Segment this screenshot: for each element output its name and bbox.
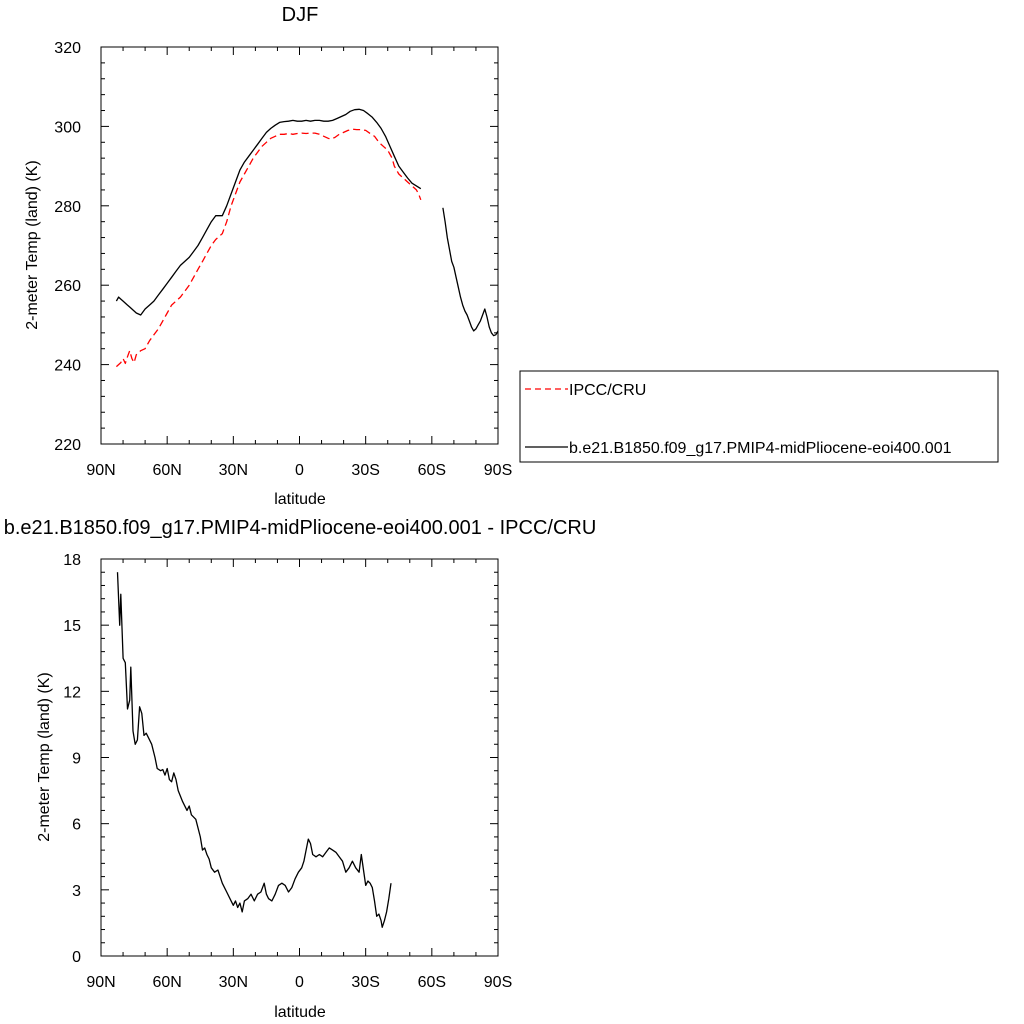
x-tick-label: 0: [295, 974, 304, 991]
top-chart-title: DJF: [282, 4, 319, 26]
top-tick-labels: 90N 60N 30N 0 30S 60S 90S 220 240 260 280 300 320: [54, 40, 512, 479]
y-tick-label: 280: [54, 199, 81, 216]
bottom-ticks: [100, 558, 499, 957]
y-tick-label: 15: [63, 618, 81, 635]
top-series-0-line-0: [115, 128, 422, 368]
bottom-x-axis-label: latitude: [274, 1004, 326, 1021]
top-plot-frame: [100, 46, 499, 445]
top-panel: DJF 90N 60N 30N 0 30S 60S 90S 220 240 260 280 300 32…: [24, 4, 999, 508]
top-series-1-line-0: [115, 108, 422, 316]
y-tick-label: 260: [54, 278, 81, 295]
legend-label-ipcc-cru: IPCC/CRU: [569, 382, 646, 399]
top-series-1-line-1: [442, 207, 499, 337]
bottom-series-group: [116, 572, 392, 928]
y-tick-label: 3: [72, 883, 81, 900]
y-tick-label: 240: [54, 358, 81, 375]
bottom-panel: b.e21.B1850.f09_g17.PMIP4-midPliocene-eo…: [4, 517, 597, 1021]
x-tick-label: 90S: [484, 974, 512, 991]
top-ticks: [100, 46, 499, 445]
top-x-axis-label: latitude: [274, 491, 326, 508]
bottom-y-axis-label: 2-meter Temp (land) (K): [36, 672, 53, 842]
x-tick-label: 30N: [219, 974, 248, 991]
legend: IPCC/CRU b.e21.B1850.f09_g17.PMIP4-midPl…: [519, 370, 999, 463]
x-tick-label: 0: [295, 462, 304, 479]
top-y-axis-label: 2-meter Temp (land) (K): [24, 160, 41, 330]
x-tick-label: 60S: [418, 974, 446, 991]
x-tick-label: 30S: [351, 462, 379, 479]
x-tick-label: 60N: [152, 974, 181, 991]
bottom-tick-labels: 90N 60N 30N 0 30S 60S 90S 0 3 6 9 12 15 18: [63, 552, 512, 991]
y-tick-label: 9: [72, 751, 81, 768]
x-tick-label: 60N: [152, 462, 181, 479]
bottom-plot-frame: [100, 558, 499, 957]
legend-box: [519, 370, 999, 463]
y-tick-label: 18: [63, 552, 81, 569]
y-tick-label: 12: [63, 684, 81, 701]
y-tick-label: 320: [54, 40, 81, 57]
x-tick-label: 90N: [86, 462, 115, 479]
x-tick-label: 90S: [484, 462, 512, 479]
x-tick-label: 90N: [86, 974, 115, 991]
legend-label-model: b.e21.B1850.f09_g17.PMIP4-midPliocene-eo…: [569, 440, 952, 457]
x-tick-label: 60S: [418, 462, 446, 479]
bottom-chart-title: b.e21.B1850.f09_g17.PMIP4-midPliocene-eo…: [4, 517, 597, 539]
y-tick-label: 6: [72, 817, 81, 834]
x-tick-label: 30S: [351, 974, 379, 991]
y-tick-label: 220: [54, 437, 81, 454]
top-series-group: [115, 108, 499, 368]
bottom-series-0-line-0: [116, 572, 392, 928]
y-tick-label: 300: [54, 119, 81, 136]
y-tick-label: 0: [72, 949, 81, 966]
x-tick-label: 30N: [219, 462, 248, 479]
